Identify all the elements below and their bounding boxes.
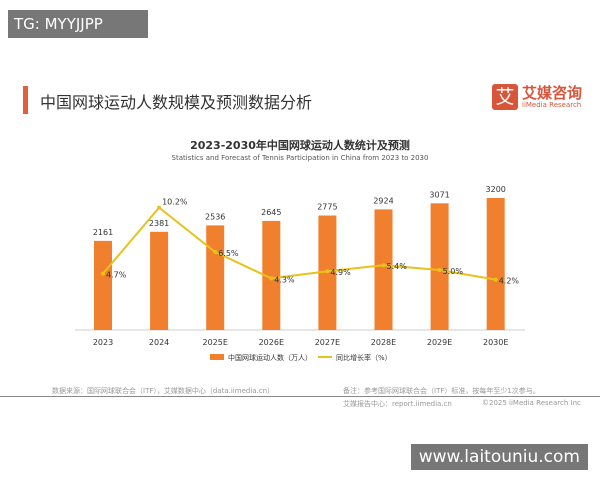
watermark-bottom: www.laitouniu.com xyxy=(410,444,588,470)
logo-en: iiMedia Research xyxy=(522,100,582,109)
title-accent xyxy=(23,86,28,114)
bar xyxy=(150,231,169,330)
bar-label: 2775 xyxy=(317,203,337,212)
x-tick-label: 2025E xyxy=(202,338,227,347)
logo-cn: 艾媒咨询 xyxy=(522,83,583,102)
growth-label: 6.5% xyxy=(218,249,239,258)
footer-center: 艾媒报告中心：report.iimedia.cn xyxy=(343,400,452,408)
bar-label: 3200 xyxy=(486,185,506,194)
footer-note: 备注：参考国际网球联合会（ITF）标准，按每年至少1次参与。 xyxy=(343,387,540,395)
legend-bar-label: 中国网球运动人数（万人） xyxy=(228,353,312,362)
x-tick-label: 2027E xyxy=(315,338,340,347)
x-tick-label: 2029E xyxy=(427,338,452,347)
bar xyxy=(430,203,449,330)
bar-label: 2381 xyxy=(149,219,169,228)
growth-point xyxy=(101,271,105,276)
growth-label: 4.3% xyxy=(274,275,295,284)
watermark-top: TG: MYYJJPP xyxy=(8,10,148,38)
x-tick-label: 2028E xyxy=(371,338,396,347)
page-title: 中国网球运动人数规模及预测数据分析 xyxy=(40,93,313,112)
bar-label: 3071 xyxy=(429,190,449,199)
chart-title: 2023-2030年中国网球运动人数统计及预测 xyxy=(190,139,410,152)
x-tick-label: 2024 xyxy=(149,338,169,347)
growth-label: 4.7% xyxy=(106,271,127,280)
growth-line xyxy=(102,206,496,281)
growth-point xyxy=(269,276,274,281)
x-tick-label: 2023 xyxy=(93,338,113,347)
chart-subtitle: Statistics and Forecast of Tennis Partic… xyxy=(171,154,429,162)
growth-point xyxy=(325,269,330,274)
bar xyxy=(374,209,393,330)
bar-label: 2161 xyxy=(93,228,113,237)
footer-copyright: ©2025 iiMedia Research Inc xyxy=(482,399,581,407)
x-tick-label: 2030E xyxy=(483,338,508,347)
growth-label: 5.4% xyxy=(387,262,408,271)
bar-label: 2924 xyxy=(373,196,393,205)
legend-line-label: 同比增长率（%） xyxy=(336,353,392,362)
growth-point xyxy=(493,277,498,282)
bar-label: 2536 xyxy=(205,212,225,221)
growth-point xyxy=(157,205,162,210)
growth-point xyxy=(213,250,218,254)
bar xyxy=(94,240,112,330)
growth-label: 4.9% xyxy=(330,268,351,277)
growth-point xyxy=(381,263,386,268)
bar xyxy=(206,225,225,330)
bar-label: 2645 xyxy=(261,208,281,217)
bar xyxy=(486,198,505,330)
divider xyxy=(0,396,600,397)
growth-label: 10.2% xyxy=(162,198,188,207)
growth-label: 4.2% xyxy=(499,277,520,286)
x-tick-label: 2026E xyxy=(259,338,284,347)
logo-mark: 艾 xyxy=(492,84,518,110)
growth-point xyxy=(437,268,442,272)
logo: 艾 艾媒咨询 iiMedia Research xyxy=(492,84,582,110)
growth-label: 5.0% xyxy=(443,267,464,276)
bar xyxy=(262,220,281,330)
footer-source: 数据来源：国际网球联合会（ITF），艾媒数据中心（data.iimedia.cn… xyxy=(52,387,275,395)
legend-bar-swatch xyxy=(210,354,224,360)
